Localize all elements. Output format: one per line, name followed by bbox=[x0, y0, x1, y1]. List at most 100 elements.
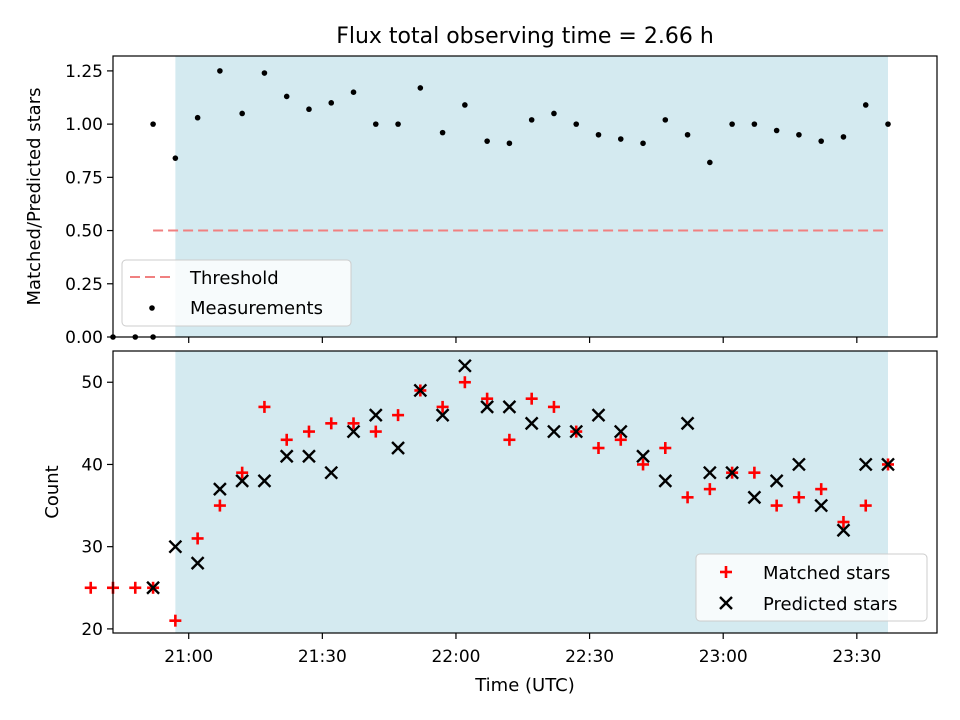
data-point bbox=[462, 102, 468, 108]
predicted-point bbox=[792, 457, 806, 472]
matched-point bbox=[547, 400, 560, 413]
predicted-point bbox=[146, 580, 160, 595]
data-point bbox=[818, 138, 824, 144]
matched-point bbox=[481, 392, 494, 405]
predicted-point bbox=[213, 482, 227, 496]
data-point bbox=[439, 129, 446, 136]
matched-point bbox=[837, 516, 850, 529]
data-point bbox=[417, 85, 424, 91]
predicted-point bbox=[502, 400, 517, 414]
bottom-legend: Matched stars Predicted stars bbox=[695, 553, 928, 622]
predicted-point bbox=[324, 465, 339, 480]
matched-point bbox=[815, 483, 828, 496]
measurement-points bbox=[110, 68, 891, 340]
x-tick-label: 23:30 bbox=[832, 647, 881, 667]
top-y-ticks: 0.00 0.25 0.50 0.75 1.00 1.25 bbox=[65, 62, 113, 348]
predicted-point bbox=[613, 424, 628, 439]
predicted-point bbox=[435, 408, 450, 422]
predicted-point bbox=[881, 457, 895, 472]
y-tick-label: 30 bbox=[81, 538, 103, 558]
bottom-axes-frame bbox=[112, 350, 938, 634]
bottom-x-ticks: 21:00 21:30 22:00 22:30 23:00 23:30 bbox=[164, 633, 881, 667]
count-points bbox=[84, 358, 895, 627]
data-point bbox=[283, 93, 290, 100]
x-tick-label: 22:00 bbox=[431, 647, 480, 667]
data-point bbox=[350, 89, 357, 95]
x-tick-label: 21:30 bbox=[298, 647, 347, 667]
top-axes-frame bbox=[112, 55, 938, 338]
predicted-point bbox=[547, 424, 561, 439]
predicted-point bbox=[480, 400, 494, 414]
predicted-point bbox=[302, 449, 316, 464]
matched-point bbox=[258, 400, 271, 413]
predicted-point bbox=[725, 465, 739, 480]
matched-point bbox=[392, 409, 405, 422]
y-tick-label: 0.00 bbox=[65, 328, 103, 348]
y-tick-label: 0.75 bbox=[65, 168, 103, 188]
matched-point bbox=[191, 532, 204, 545]
x-tick-label: 23:00 bbox=[699, 647, 748, 667]
matched-point bbox=[84, 581, 97, 594]
matched-point bbox=[592, 442, 605, 455]
predicted-point bbox=[279, 449, 294, 464]
matched-point bbox=[280, 433, 293, 446]
matched-point bbox=[770, 499, 783, 512]
matched-point bbox=[614, 433, 627, 446]
y-tick-label: 1.00 bbox=[65, 115, 103, 135]
bottom-x-axis-label: Time (UTC) bbox=[474, 675, 575, 696]
data-point bbox=[617, 136, 624, 142]
bottom-y-axis-label: Count bbox=[42, 465, 63, 518]
data-point bbox=[528, 117, 535, 123]
data-point bbox=[239, 110, 245, 117]
data-point bbox=[150, 121, 156, 127]
data-point bbox=[306, 106, 312, 113]
legend-matched-label: Matched stars bbox=[763, 563, 890, 584]
y-tick-label: 0.25 bbox=[65, 275, 103, 295]
matched-point bbox=[213, 499, 226, 512]
matched-point bbox=[503, 433, 516, 446]
matched-point bbox=[748, 466, 761, 479]
predicted-point bbox=[836, 523, 851, 538]
data-point bbox=[172, 155, 179, 161]
data-point bbox=[707, 159, 713, 166]
top-legend: Threshold Measurements bbox=[121, 259, 352, 327]
matched-point bbox=[325, 417, 338, 430]
top-x-ticks bbox=[188, 337, 858, 343]
data-point bbox=[595, 131, 602, 138]
matched-point bbox=[859, 499, 872, 512]
data-point bbox=[551, 110, 557, 117]
data-point bbox=[328, 100, 335, 106]
predicted-point bbox=[636, 449, 650, 464]
matched-point bbox=[703, 483, 716, 496]
matched-point bbox=[659, 442, 672, 455]
legend-predicted-label: Predicted stars bbox=[763, 594, 897, 615]
data-point bbox=[773, 127, 780, 134]
predicted-point bbox=[569, 424, 584, 439]
predicted-point bbox=[368, 408, 383, 422]
y-tick-label: 40 bbox=[81, 455, 103, 475]
legend-predicted-swatch bbox=[719, 596, 733, 610]
data-point bbox=[751, 121, 758, 127]
predicted-point bbox=[346, 424, 361, 439]
predicted-point bbox=[257, 474, 272, 488]
top-y-axis-label: Matched/Predicted stars bbox=[24, 88, 45, 306]
data-point bbox=[395, 121, 401, 127]
predicted-point bbox=[458, 358, 472, 373]
data-point bbox=[194, 114, 201, 121]
data-point bbox=[729, 121, 735, 127]
data-point bbox=[506, 140, 513, 147]
data-point bbox=[484, 138, 490, 144]
predicted-point bbox=[658, 474, 673, 488]
matched-point bbox=[458, 376, 471, 389]
data-point bbox=[862, 102, 869, 108]
matched-point bbox=[369, 425, 382, 438]
data-point bbox=[840, 134, 847, 140]
legend-threshold-label: Threshold bbox=[189, 268, 279, 289]
chart-title: Flux total observing time = 2.66 h bbox=[336, 24, 714, 49]
data-point bbox=[573, 121, 580, 127]
predicted-point bbox=[391, 441, 405, 455]
legend-measurements-swatch bbox=[149, 305, 155, 311]
predicted-point bbox=[858, 457, 873, 472]
